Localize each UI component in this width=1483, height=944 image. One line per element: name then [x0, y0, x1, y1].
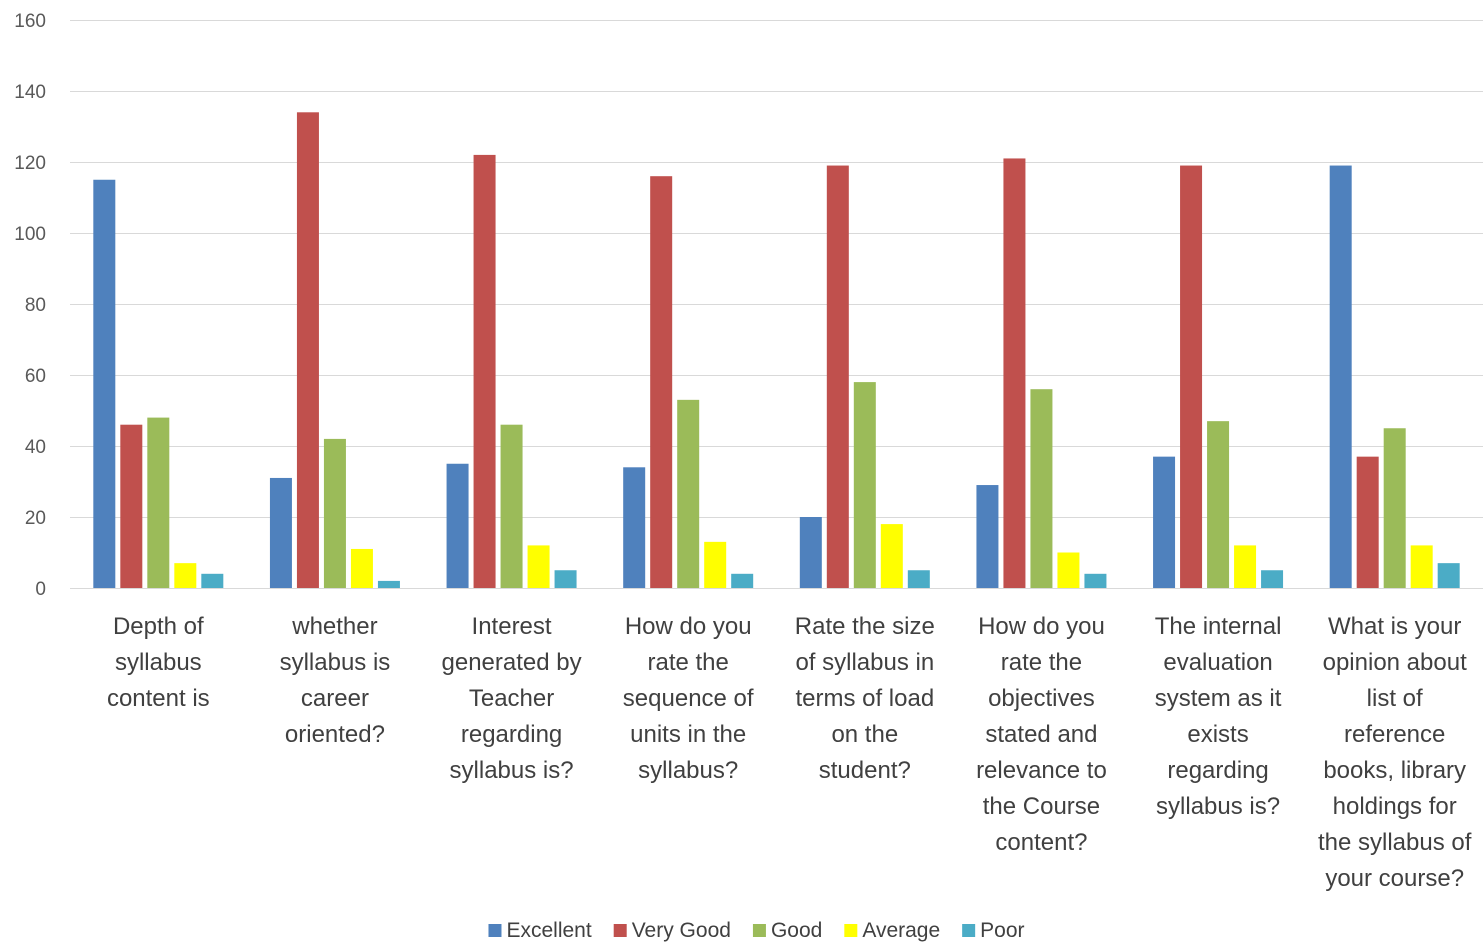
y-axis-tick-labels: 0 20 40 60 80 100 120 140 160: [14, 11, 46, 600]
y-tick-label: 120: [14, 153, 46, 174]
bar: [1207, 421, 1230, 588]
legend-label: Good: [771, 919, 822, 942]
bar: [296, 112, 319, 589]
bar: [1180, 165, 1203, 589]
legend-label: Excellent: [506, 919, 591, 942]
gridlines: [70, 20, 1483, 518]
bar: [1084, 573, 1107, 588]
bar: [677, 399, 700, 588]
y-tick-label: 0: [35, 579, 46, 600]
bar: [350, 548, 373, 588]
x-axis-category-labels: Depth of syllabus content is whether syllabu…: [107, 613, 1472, 892]
series-poor: [201, 563, 1460, 588]
legend-swatch: [844, 924, 858, 937]
x-tick-label: whether syllabus is career oriented?: [280, 613, 391, 748]
bar: [554, 570, 577, 588]
bar: [1003, 158, 1026, 588]
legend: Excellent Very Good Good Average Poor: [488, 919, 1025, 942]
bars: [93, 112, 1460, 589]
bar: [907, 570, 930, 588]
legend-swatch: [488, 924, 502, 937]
y-tick-label: 40: [25, 437, 46, 458]
y-tick-label: 100: [14, 224, 46, 245]
x-tick-label: Interest generated by Teacher regarding syll…: [442, 613, 582, 784]
bar: [1356, 456, 1379, 588]
bar: [1030, 389, 1053, 588]
y-tick-label: 20: [25, 508, 46, 529]
x-tick-label: Rate the size of syllabus in terms of load…: [795, 613, 935, 784]
y-tick-label: 160: [14, 11, 46, 32]
x-tick-label: Depth of syllabus content is: [107, 613, 210, 712]
bar: [527, 545, 550, 588]
legend-item-excellent: Excellent: [488, 919, 592, 942]
bar: [799, 517, 822, 588]
bar: [201, 573, 224, 588]
bar: [473, 154, 496, 588]
legend-swatch: [613, 924, 627, 937]
bar: [1410, 545, 1433, 588]
x-tick-label: The internal evaluation system as it exists…: [1155, 613, 1282, 820]
legend-item-very-good: Very Good: [613, 919, 731, 942]
bar: [1057, 552, 1080, 588]
bar: [731, 573, 754, 588]
series-average: [174, 524, 1433, 588]
bar: [120, 424, 143, 588]
bar: [704, 541, 727, 588]
bar: [1153, 456, 1176, 588]
bar: [93, 179, 116, 588]
bar: [1261, 570, 1284, 588]
bar: [1383, 428, 1406, 588]
y-tick-label: 80: [25, 295, 46, 316]
legend-label: Very Good: [632, 919, 731, 942]
bar: [500, 424, 523, 588]
legend-item-good: Good: [752, 919, 822, 942]
bar: [826, 165, 849, 589]
bar: [1437, 563, 1460, 588]
legend-item-average: Average: [844, 919, 940, 942]
bar: [446, 463, 469, 588]
bar: [1234, 545, 1257, 588]
y-tick-label: 60: [25, 366, 46, 387]
legend-item-poor: Poor: [962, 919, 1025, 942]
y-tick-label: 140: [14, 82, 46, 103]
bar: [174, 563, 197, 588]
bar: [269, 477, 292, 588]
bar: [650, 176, 673, 588]
x-tick-label: How do you rate the sequence of units in th…: [623, 613, 754, 784]
legend-swatch: [962, 924, 976, 937]
series-excellent: [93, 165, 1352, 589]
legend-label: Poor: [980, 919, 1024, 942]
series-good: [147, 382, 1406, 588]
bar: [976, 485, 999, 588]
bar: [147, 417, 170, 588]
bar: [880, 524, 903, 588]
x-tick-label: What is your opinion about list of referenc…: [1318, 613, 1472, 892]
bar: [623, 467, 646, 588]
bar: [1329, 165, 1352, 589]
bar: [377, 580, 400, 588]
series-very-good: [120, 112, 1379, 589]
legend-swatch: [752, 924, 766, 937]
x-tick-label: How do you rate the objectives stated and re…: [976, 613, 1107, 856]
bar: [853, 382, 876, 588]
bar: [323, 438, 346, 588]
legend-label: Average: [862, 919, 940, 942]
